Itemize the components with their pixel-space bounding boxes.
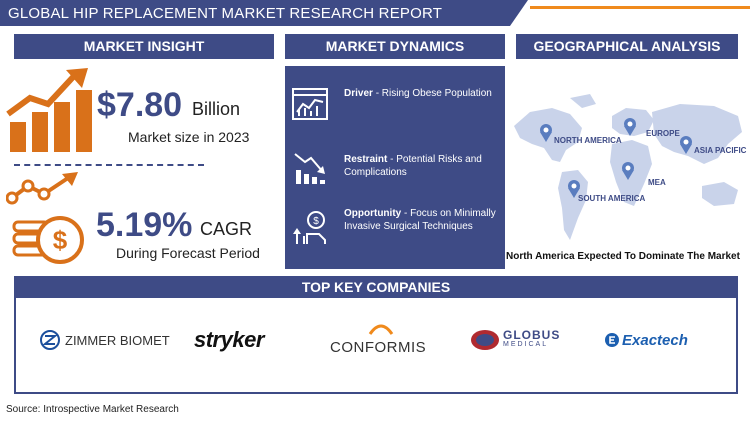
chart-screen-icon xyxy=(292,88,328,120)
top-key-companies-header: TOP KEY COMPANIES xyxy=(14,276,738,298)
market-size-caption: Market size in 2023 xyxy=(128,129,250,145)
report-title: GLOBAL HIP REPLACEMENT MARKET RESEARCH R… xyxy=(8,5,443,22)
cagr-value: 5.19% xyxy=(96,206,193,244)
svg-text:$: $ xyxy=(53,225,68,255)
conformis-name: CONFORMIS xyxy=(330,338,427,356)
zimmer-biomet-name: ZIMMER BIOMET xyxy=(65,332,170,348)
europe-pin-icon xyxy=(624,118,636,136)
driver-text: - Rising Obese Population xyxy=(375,88,492,99)
conformis-swoosh-icon xyxy=(368,324,394,335)
stryker-logo: stryker xyxy=(194,327,264,353)
north-america-pin-icon xyxy=(540,124,552,142)
cagr-caption: During Forecast Period xyxy=(116,245,260,261)
accent-line xyxy=(530,6,750,9)
restraint-label: Restraint xyxy=(344,154,388,165)
svg-text:$: $ xyxy=(313,216,319,227)
title-banner: GLOBAL HIP REPLACEMENT MARKET RESEARCH R… xyxy=(0,0,528,26)
mea-label: MEA xyxy=(648,178,666,187)
globus-name: GLOBUS xyxy=(503,328,561,342)
market-size-unit: Billion xyxy=(192,99,241,119)
zimmer-biomet-logo: ZIMMER BIOMET xyxy=(40,327,170,353)
market-insight-header: MARKET INSIGHT xyxy=(14,34,274,59)
geographical-analysis-header: GEOGRAPHICAL ANALYSIS xyxy=(516,34,738,59)
asia-pacific-label: ASIA PACIFIC xyxy=(694,146,747,155)
world-map xyxy=(514,94,742,240)
dynamics-panel: Driver - Rising Obese Population Restrai… xyxy=(285,66,505,269)
south-america-label: SOUTH AMERICA xyxy=(578,194,646,203)
medical-name: MEDICAL xyxy=(503,341,549,348)
growth-bars-icon xyxy=(6,68,92,152)
coins-growth-icon: $ xyxy=(6,172,84,264)
zimmer-z-icon xyxy=(40,330,60,350)
mea-pin-icon xyxy=(622,162,634,180)
restraint-text: - Potential Risks and Complications xyxy=(344,154,482,178)
opportunity-text: - Focus on Minimally Invasive Surgical T… xyxy=(344,208,496,232)
exactech-logo: Exactech xyxy=(604,327,688,353)
growth-hand-icon: $ xyxy=(293,211,326,244)
north-america-label: NORTH AMERICA xyxy=(554,136,622,145)
market-size-value: $7.80 xyxy=(97,86,183,124)
restraint-item: Restraint - Potential Risks and Complica… xyxy=(285,144,505,204)
divider xyxy=(14,164,204,166)
stryker-name: stryker xyxy=(194,327,264,352)
opportunity-label: Opportunity xyxy=(344,208,402,219)
exactech-e-icon xyxy=(605,333,619,347)
south-america-pin-icon xyxy=(568,180,580,198)
market-dynamics-header: MARKET DYNAMICS xyxy=(285,34,505,59)
source-note: Source: Introspective Market Research xyxy=(6,404,179,415)
cagr-unit: CAGR xyxy=(200,219,253,239)
exactech-name: Exactech xyxy=(622,331,688,349)
geo-caption: North America Expected To Dominate The M… xyxy=(506,251,740,262)
conformis-logo: CONFORMIS xyxy=(330,322,426,358)
driver-label: Driver xyxy=(344,88,373,99)
driver-item: Driver - Rising Obese Population xyxy=(285,80,505,140)
declining-bars-icon xyxy=(294,153,325,184)
globus-globe-icon xyxy=(471,330,499,350)
europe-label: EUROPE xyxy=(646,129,680,138)
globus-medical-logo: GLOBUS MEDICAL xyxy=(470,327,560,353)
opportunity-item: $ Opportunity - Focus on Minimally Invas… xyxy=(285,204,505,264)
asia-pacific-pin-icon xyxy=(680,136,692,154)
